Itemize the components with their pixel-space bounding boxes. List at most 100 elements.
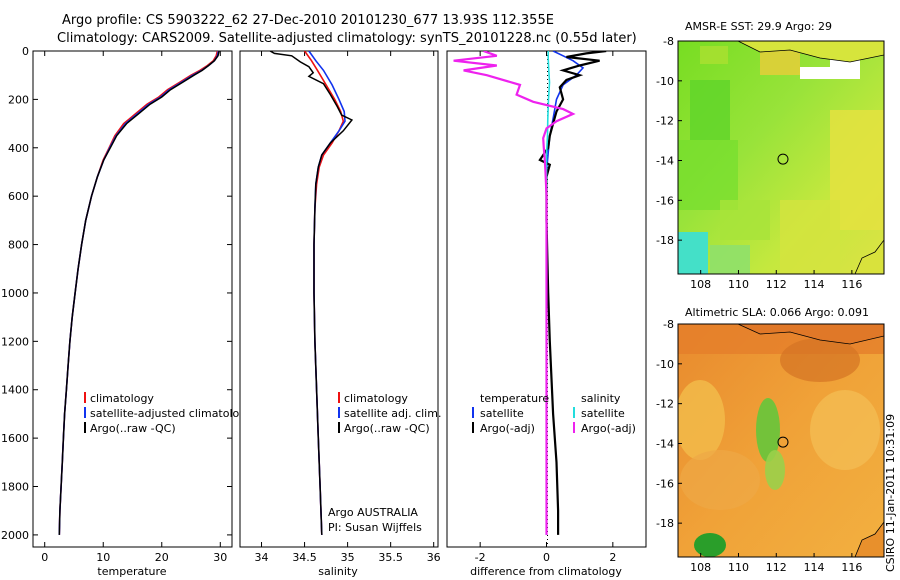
x-tick-label: -2 bbox=[475, 551, 486, 564]
x-tick-label: 35.5 bbox=[378, 551, 403, 564]
coastline-australia bbox=[854, 521, 884, 557]
salinity-axes-box bbox=[239, 50, 439, 548]
x-tick-label: 0 bbox=[543, 551, 550, 564]
x-tick-label: 34 bbox=[255, 551, 269, 564]
pi-name-label: PI: Susan Wijffels bbox=[328, 521, 422, 534]
legend-swatch-temp-argo bbox=[472, 422, 474, 433]
map-x-tick-label: 116 bbox=[841, 561, 862, 574]
map-y-tick-label: -10 bbox=[656, 358, 674, 371]
y-tick-label: 200 bbox=[8, 93, 29, 106]
series-line-salinity-argo-adj- bbox=[453, 51, 576, 535]
legend-label-argo: Argo(..raw -QC) bbox=[90, 422, 176, 435]
difference-panel: -2 0 2 difference from climatology tempera… bbox=[446, 50, 647, 578]
legend-label-climatology: climatology bbox=[344, 392, 408, 405]
legend-swatch-argo bbox=[338, 422, 340, 433]
series-line-temperature-argo-adj- bbox=[538, 51, 607, 535]
x-tick-label: 36 bbox=[427, 551, 441, 564]
y-tick-label: 2000 bbox=[1, 529, 29, 542]
map-y-tick-label: -16 bbox=[656, 477, 674, 490]
legend-label-argo: Argo(..raw -QC) bbox=[344, 422, 430, 435]
sst-map-title: AMSR-E SST: 29.9 Argo: 29 bbox=[685, 20, 832, 33]
legend-swatch-argo bbox=[84, 422, 86, 433]
legend-swatch-climatology bbox=[84, 392, 86, 403]
coastline-java bbox=[737, 41, 884, 63]
coastline-australia bbox=[854, 239, 884, 274]
map-y-tick-label: -12 bbox=[656, 115, 674, 128]
series-line-argo-raw-qc- bbox=[269, 51, 354, 535]
x-tick-label: 20 bbox=[155, 551, 169, 564]
map-y-tick-label: -18 bbox=[656, 517, 674, 530]
temperature-axes-box bbox=[32, 50, 233, 548]
sla-field-patches bbox=[678, 324, 884, 557]
map-y-tick-label: -12 bbox=[656, 398, 674, 411]
temperature-legend: climatology satellite-adjusted climatolo… bbox=[84, 392, 253, 435]
map-y-tick-label: -16 bbox=[656, 194, 674, 207]
sst-map: AMSR-E SST: 29.9 Argo: 29 108 110 112 114 11… bbox=[656, 20, 885, 291]
map-y-tick-label: -14 bbox=[656, 437, 674, 450]
legend-label-climatology: climatology bbox=[90, 392, 154, 405]
legend-label-sal-argo: Argo(-adj) bbox=[581, 422, 636, 435]
salinity-legend: climatology satellite adj. clim. Argo(..… bbox=[338, 392, 441, 435]
y-tick-label: 1600 bbox=[1, 432, 29, 445]
sla-map-title: Altimetric SLA: 0.066 Argo: 0.091 bbox=[685, 306, 869, 319]
legend-label-temp-satellite: satellite bbox=[480, 407, 524, 420]
sla-map: Altimetric SLA: 0.066 Argo: 0.091 108 110… bbox=[656, 306, 885, 574]
x-tick-label: 34.5 bbox=[292, 551, 317, 564]
map-x-tick-label: 110 bbox=[728, 561, 749, 574]
y-tick-label: 0 bbox=[22, 45, 29, 58]
map-x-tick-label: 112 bbox=[766, 561, 787, 574]
x-tick-label: 2 bbox=[609, 551, 616, 564]
difference-xlabel: difference from climatology bbox=[470, 565, 622, 578]
map-y-tick-label: -10 bbox=[656, 75, 674, 88]
y-tick-label: 600 bbox=[8, 190, 29, 203]
y-tick-label: 1400 bbox=[1, 384, 29, 397]
sst-axes-box bbox=[677, 40, 885, 275]
legend-swatch-temp-satellite bbox=[472, 407, 474, 418]
map-x-tick-label: 108 bbox=[690, 278, 711, 291]
map-x-tick-label: 110 bbox=[728, 278, 749, 291]
temperature-xlabel: temperature bbox=[97, 565, 166, 578]
argo-country-label: Argo AUSTRALIA bbox=[328, 506, 418, 519]
series-line-argo-raw-qc- bbox=[58, 51, 220, 535]
map-x-tick-label: 116 bbox=[841, 278, 862, 291]
legend-label-satellite-adjusted: satellite-adjusted climatology bbox=[90, 407, 253, 420]
title-line-1: Argo profile: CS 5903222_62 27-Dec-2010 … bbox=[62, 13, 554, 28]
map-x-tick-label: 114 bbox=[804, 561, 825, 574]
sst-field-patches bbox=[678, 41, 884, 274]
legend-label-satellite-adj: satellite adj. clim. bbox=[344, 407, 441, 420]
legend-label-sal-satellite: satellite bbox=[581, 407, 625, 420]
x-tick-label: 30 bbox=[213, 551, 227, 564]
map-x-tick-label: 108 bbox=[690, 561, 711, 574]
legend-label-temp-argo: Argo(-adj) bbox=[480, 422, 535, 435]
y-tick-label: 400 bbox=[8, 142, 29, 155]
difference-legend: temperature satellite Argo(-adj) salinit… bbox=[472, 392, 636, 435]
coastline-java bbox=[737, 324, 884, 345]
legend-swatch-sal-argo bbox=[573, 422, 575, 433]
map-y-tick-label: -8 bbox=[663, 318, 674, 331]
y-tick-label: 1200 bbox=[1, 335, 29, 348]
map-y-tick-label: -8 bbox=[663, 35, 674, 48]
sla-axes-box bbox=[677, 323, 885, 558]
salinity-panel: 34 34.5 35 35.5 36 salinity climatology sate… bbox=[239, 50, 441, 578]
legend-swatch-satellite-adjusted bbox=[84, 407, 86, 418]
y-tick-label: 800 bbox=[8, 239, 29, 252]
side-timestamp: CSIRO 11-Jan-2011 10:31:09 bbox=[884, 414, 897, 572]
map-y-tick-label: -18 bbox=[656, 234, 674, 247]
map-x-tick-label: 112 bbox=[766, 278, 787, 291]
legend-swatch-satellite-adj bbox=[338, 407, 340, 418]
title-line-2: Climatology: CARS2009. Satellite-adjuste… bbox=[57, 31, 637, 46]
salinity-xlabel: salinity bbox=[318, 565, 358, 578]
argo-float-marker-sla bbox=[777, 436, 789, 448]
legend-swatch-climatology bbox=[338, 392, 340, 403]
map-y-tick-label: -14 bbox=[656, 154, 674, 167]
x-tick-label: 35 bbox=[341, 551, 355, 564]
map-x-tick-label: 114 bbox=[804, 278, 825, 291]
x-tick-label: 0 bbox=[41, 551, 48, 564]
legend-heading-temperature: temperature bbox=[480, 392, 549, 405]
y-tick-label: 1800 bbox=[1, 481, 29, 494]
argo-float-marker-sst bbox=[777, 153, 789, 165]
legend-swatch-sal-satellite bbox=[573, 407, 575, 418]
x-tick-label: 10 bbox=[96, 551, 110, 564]
